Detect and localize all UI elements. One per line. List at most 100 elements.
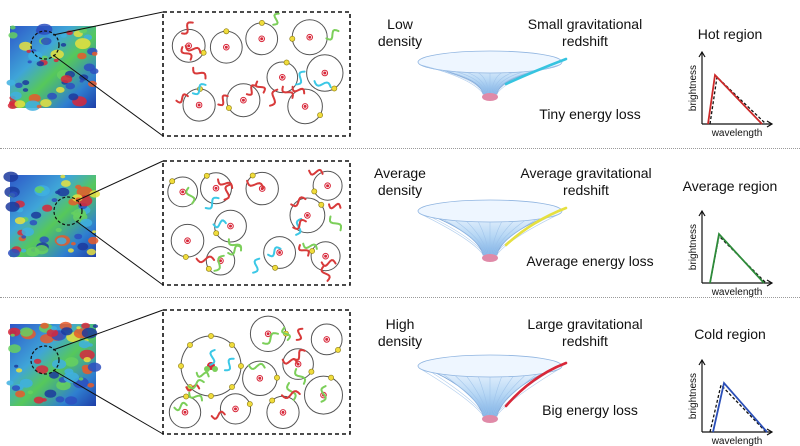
center-dot <box>280 75 284 79</box>
cmb-map-spot <box>28 94 41 103</box>
x-axis-arrow <box>766 120 774 128</box>
x-axis-label: wavelength <box>711 287 763 298</box>
orbit-dot <box>309 248 315 254</box>
center-dot <box>324 254 328 258</box>
x-axis-arrow <box>766 279 774 287</box>
cmb-map-spot <box>10 333 15 337</box>
center-dot <box>325 337 329 341</box>
cmb-map-spot <box>14 100 26 108</box>
photon-wiggle <box>308 168 324 176</box>
cmb-map-spot <box>41 398 47 402</box>
light-path <box>504 57 568 86</box>
gravity-well <box>417 199 568 262</box>
x-axis-label: wavelength <box>711 128 763 139</box>
cmb-map-spot <box>56 86 65 93</box>
cmb-map-spot <box>26 247 40 257</box>
center-dot <box>181 190 185 194</box>
orbit-dot <box>311 188 318 195</box>
cmb-map-spot <box>75 38 91 50</box>
well-grid-line <box>491 72 514 95</box>
region-label: Hot region <box>697 26 763 42</box>
light-path <box>504 361 568 408</box>
dense-core-dot <box>204 366 210 372</box>
cmb-map-spot <box>25 100 41 111</box>
cmb-map-spot <box>7 248 20 258</box>
cmb-map-spot <box>83 63 95 72</box>
density-label: Average density <box>374 165 426 198</box>
photon-wiggle <box>181 21 194 35</box>
photon-wiggle <box>204 196 220 210</box>
well-grid-line <box>420 368 484 417</box>
y-axis-label: brightness <box>688 373 699 419</box>
cmb-map-spot <box>87 383 95 388</box>
orbit-dot <box>205 265 212 272</box>
orbit-dot <box>249 172 256 179</box>
matter-circle <box>289 197 326 234</box>
photon-wiggle <box>210 410 226 420</box>
cmb-map-spot <box>78 377 84 381</box>
matter-circle <box>219 393 252 425</box>
photon-wiggle <box>267 246 282 258</box>
y-axis-label: brightness <box>688 65 699 111</box>
well-grid-line <box>493 220 525 256</box>
gravity-well <box>417 50 568 101</box>
well-grid-line <box>493 375 526 417</box>
cmb-map-spot <box>21 227 34 237</box>
photon-wiggle <box>212 219 227 229</box>
cmb-map-spot <box>55 396 65 403</box>
cmb-map-thumbnail <box>6 23 99 111</box>
cmb-map-spot <box>60 75 73 84</box>
cmb-map-spot <box>8 32 18 39</box>
redshift-label: Average gravitational redshift <box>520 165 652 198</box>
redshift-label: Small gravitational redshift <box>527 16 643 49</box>
photon-wiggle <box>223 357 235 372</box>
well-grid-line <box>494 374 537 417</box>
cmb-map-spot <box>11 385 21 391</box>
photon-wiggle <box>281 85 294 99</box>
cmb-map-spot <box>77 52 87 60</box>
cmb-map-spot <box>61 33 67 38</box>
cmb-map-spot <box>60 174 66 179</box>
matter-circle <box>266 61 299 94</box>
redshift-label: Large gravitational redshift <box>527 316 643 349</box>
cmb-map-spot <box>71 242 76 246</box>
orbit-dot <box>331 85 338 92</box>
well-grid-line <box>491 221 514 256</box>
x-axis-label: wavelength <box>711 436 763 446</box>
photon-wiggle <box>195 255 216 264</box>
photon-wiggle <box>254 80 267 94</box>
cmb-map-spot <box>53 58 59 63</box>
orbit-dot <box>308 368 315 375</box>
photon-wiggle <box>217 94 229 107</box>
photon-wiggle <box>295 327 304 341</box>
orbit-dot <box>269 397 276 404</box>
orbit-dot <box>225 105 232 111</box>
cmb-map-spot <box>22 88 29 92</box>
orbit-dot <box>246 401 253 407</box>
orbit-dot <box>317 112 323 118</box>
well-grid-line <box>490 221 502 256</box>
row-graphics-1: brightness wavelength <box>3 160 774 298</box>
matter-circle <box>226 83 261 118</box>
cmb-map-spot <box>61 327 73 336</box>
orbit-dot <box>289 35 296 42</box>
y-axis-label: brightness <box>688 224 699 270</box>
photon-wiggle <box>247 362 266 371</box>
zoom-connector-line <box>52 11 164 36</box>
cmb-map-spot <box>55 227 62 233</box>
center-dot <box>229 224 232 228</box>
photon-wiggle <box>173 401 188 412</box>
reference-spectrum-curve <box>709 383 767 433</box>
orbit-dot <box>274 374 280 381</box>
cmb-map-spot <box>8 344 21 353</box>
cmb-map-spot <box>78 340 91 349</box>
cmb-map-spot <box>14 364 19 368</box>
photon-wiggle <box>180 46 193 61</box>
orbit-dot <box>203 172 210 179</box>
y-axis-arrow <box>698 358 706 366</box>
photon-wiggle <box>302 242 318 250</box>
photon-wiggle <box>227 244 242 256</box>
cmb-map-spot <box>36 61 44 67</box>
orbit-dot <box>200 49 207 56</box>
well-grid-line <box>494 219 537 256</box>
